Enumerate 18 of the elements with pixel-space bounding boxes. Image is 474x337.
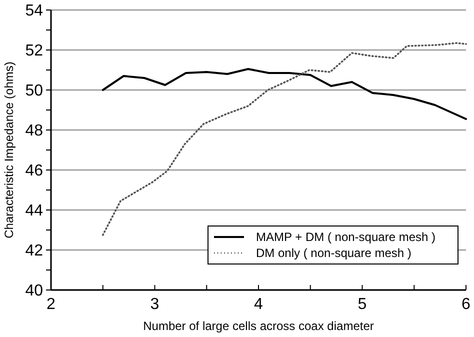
- y-tick-label: 52: [25, 42, 44, 60]
- legend-label: DM only ( non-square mesh ): [256, 246, 412, 260]
- y-tick-label: 42: [25, 242, 44, 260]
- y-tick-label: 46: [25, 162, 44, 180]
- y-tick-label: 50: [25, 82, 44, 100]
- y-tick-label: 48: [25, 122, 44, 140]
- legend-label: MAMP + DM ( non-square mesh ): [256, 230, 436, 244]
- x-axis-title: Number of large cells across coax diameter: [143, 319, 374, 333]
- y-axis-title: Characteristic Impedance (ohms): [2, 62, 16, 238]
- x-tick-label: 3: [150, 296, 160, 313]
- line-series: [102, 68, 467, 120]
- x-tick-label: 2: [46, 296, 56, 313]
- y-tick-label: 54: [25, 2, 44, 20]
- y-tick-label: 44: [25, 202, 44, 220]
- x-tick-label: 4: [254, 296, 264, 313]
- x-tick-label: 5: [358, 296, 367, 313]
- x-tick-label: 6: [462, 296, 471, 313]
- y-tick-label: 40: [25, 282, 44, 300]
